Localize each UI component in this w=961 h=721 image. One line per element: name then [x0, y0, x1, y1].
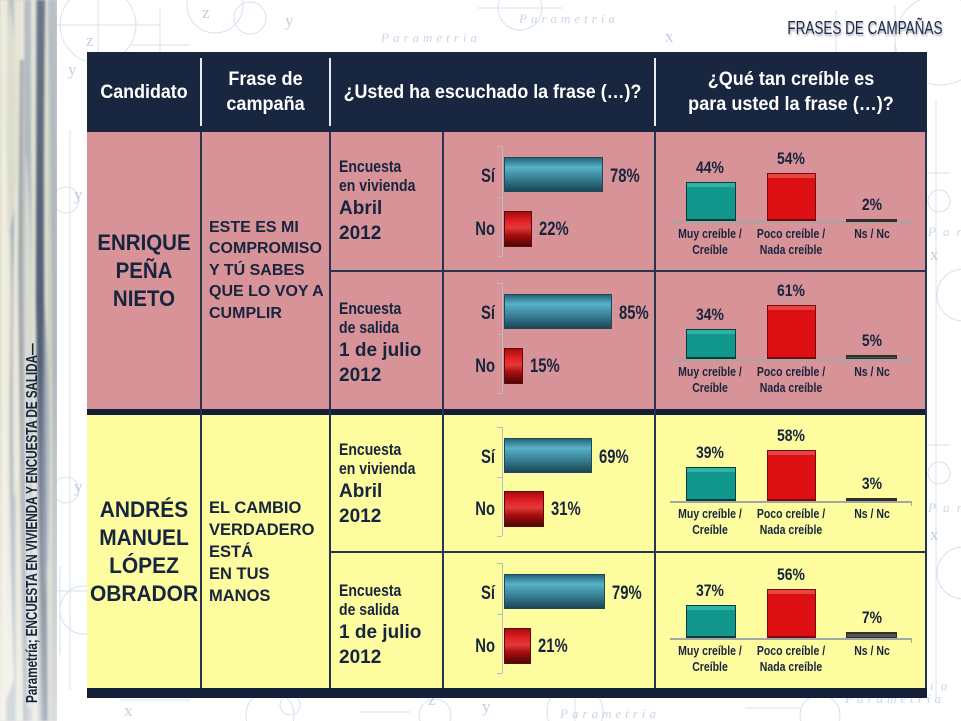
svg-text:Parametría: Parametría [380, 30, 481, 45]
svg-text:y: y [68, 60, 77, 79]
svg-text:x: x [124, 701, 133, 720]
svg-text:x: x [930, 245, 939, 264]
svg-text:P a r: P a r [927, 224, 961, 239]
svg-text:y: y [285, 11, 294, 30]
svg-text:Parametría: Parametría [518, 11, 619, 26]
svg-text:z: z [202, 3, 210, 22]
svg-text:x: x [665, 27, 674, 46]
svg-text:P a r: P a r [927, 500, 961, 515]
svg-text:x: x [930, 525, 939, 544]
svg-text:y: y [482, 697, 491, 716]
svg-text:Parametría: Parametría [559, 706, 660, 721]
svg-text:y: y [74, 185, 83, 204]
svg-text:y: y [74, 477, 83, 496]
svg-text:z: z [428, 690, 436, 709]
svg-text:z: z [86, 31, 94, 50]
svg-text:i a: i a [930, 678, 949, 693]
